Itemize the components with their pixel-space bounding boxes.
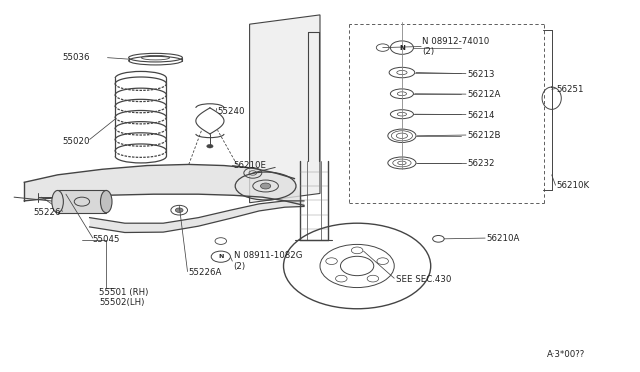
- Text: 56251: 56251: [557, 85, 584, 94]
- Text: 56232: 56232: [467, 159, 495, 168]
- Text: 55045: 55045: [93, 235, 120, 244]
- Ellipse shape: [52, 190, 63, 213]
- Text: N: N: [399, 45, 405, 51]
- Polygon shape: [250, 15, 320, 203]
- Text: 55240: 55240: [218, 107, 245, 116]
- Text: 56213: 56213: [467, 70, 495, 79]
- Polygon shape: [24, 164, 304, 205]
- Text: SEE SEC.430: SEE SEC.430: [396, 275, 451, 283]
- Ellipse shape: [100, 190, 112, 213]
- Text: 56210A: 56210A: [486, 234, 520, 243]
- Text: N: N: [218, 254, 223, 259]
- FancyBboxPatch shape: [58, 190, 106, 213]
- Text: 56212A: 56212A: [467, 90, 500, 99]
- Text: 56210E: 56210E: [234, 161, 267, 170]
- Circle shape: [175, 208, 183, 212]
- Text: 56212B: 56212B: [467, 131, 500, 140]
- Text: 55020: 55020: [62, 137, 90, 146]
- Text: 56210K: 56210K: [557, 182, 590, 190]
- Text: N 08912-74010
(2): N 08912-74010 (2): [422, 37, 490, 56]
- Text: 55501 (RH)
55502(LH): 55501 (RH) 55502(LH): [99, 288, 148, 307]
- Polygon shape: [90, 201, 304, 232]
- Circle shape: [207, 144, 213, 148]
- Text: 55036: 55036: [62, 53, 90, 62]
- Text: 55226A: 55226A: [189, 268, 222, 277]
- Text: 55226: 55226: [33, 208, 61, 217]
- Text: 56214: 56214: [467, 111, 495, 120]
- Circle shape: [260, 183, 271, 189]
- Text: N 08911-1082G
(2): N 08911-1082G (2): [234, 251, 302, 271]
- Text: A·3*00??: A·3*00??: [547, 350, 586, 359]
